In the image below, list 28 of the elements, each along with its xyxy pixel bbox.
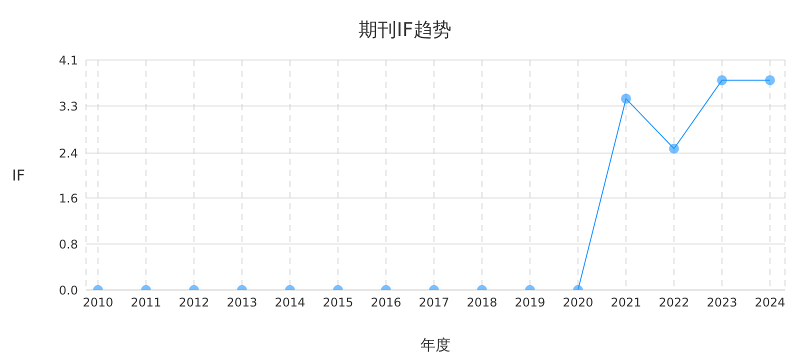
x-tick-label: 2016 <box>370 296 402 310</box>
x-tick-label: 2012 <box>178 296 210 310</box>
point <box>717 75 727 86</box>
point <box>765 75 775 86</box>
x-tick-label: 2013 <box>226 296 258 310</box>
x-tick-label: 2015 <box>322 296 354 310</box>
x-tick-label: 2024 <box>754 296 786 310</box>
x-tick-label: 2017 <box>418 296 450 310</box>
x-tick-label: 2014 <box>274 296 306 310</box>
point <box>669 144 679 154</box>
x-tick-label: 2010 <box>82 296 114 310</box>
x-tick-label: 2022 <box>658 296 690 310</box>
x-axis-title: 年度 <box>420 336 450 354</box>
y-tick-label: 1.6 <box>58 191 78 206</box>
y-tick-label: 3.3 <box>58 99 78 114</box>
x-tick-label: 2023 <box>706 296 738 310</box>
y-axis-title: IF <box>12 166 26 184</box>
y-tick-label: 4.1 <box>58 53 78 68</box>
x-tick-label: 2020 <box>562 296 594 310</box>
x-tick-label: 2018 <box>466 296 498 310</box>
y-tick-label: 0.0 <box>58 283 78 298</box>
x-tick-label: 2021 <box>610 296 642 310</box>
y-tick-label: 2.4 <box>58 146 78 160</box>
chart-title: 期刊IF趋势 <box>358 18 452 43</box>
point <box>621 94 631 104</box>
x-tick-label: 2019 <box>514 296 546 310</box>
x-tick-label: 2011 <box>130 296 162 310</box>
y-tick-label: 0.8 <box>58 237 78 252</box>
